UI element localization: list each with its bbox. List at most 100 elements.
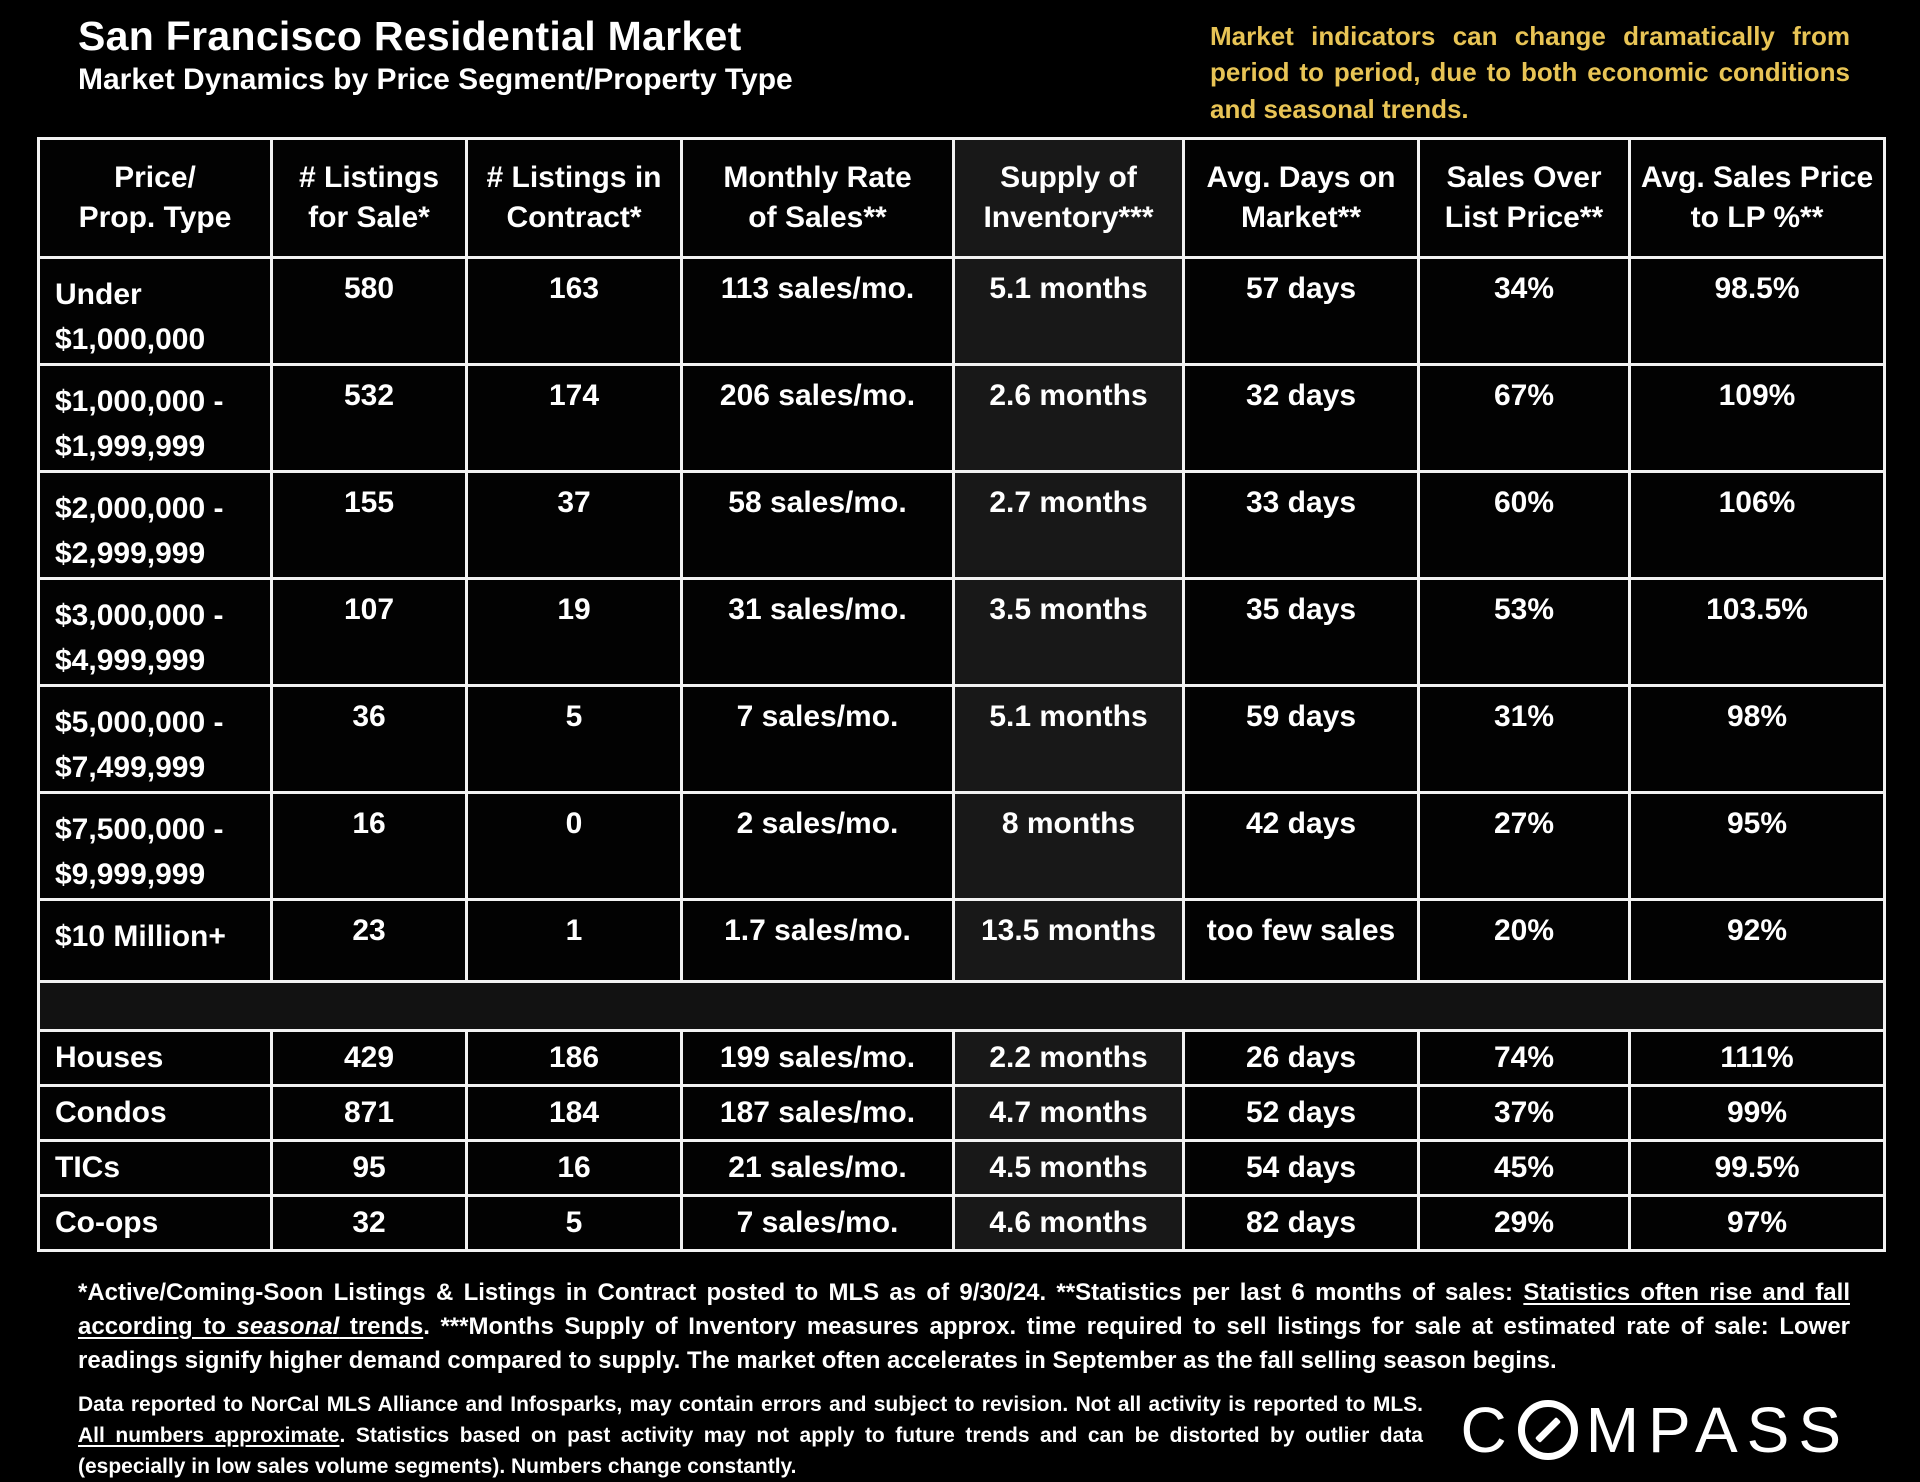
cell-supply: 2.7 months	[952, 470, 1185, 581]
col-header-days-on-market: Avg. Days on Market**	[1182, 137, 1420, 260]
table-row-7.5m-10m: $7,500,000 - $9,999,999 16 0 2 sales/mo. …	[37, 791, 1886, 902]
cell-monthly-rate: 206 sales/mo.	[680, 363, 955, 474]
cell-listings: 32	[270, 1194, 468, 1253]
row-label: $10 Million+	[37, 898, 273, 984]
cell-listings: 23	[270, 898, 468, 984]
footnote-underlined-phrase: Statistics often rise and fall according…	[78, 1279, 1850, 1341]
table-row-10m-plus: $10 Million+ 23 1 1.7 sales/mo. 13.5 mon…	[37, 898, 1886, 984]
cell-listings: 429	[270, 1029, 468, 1088]
col-header-listings-for-sale: # Listings for Sale*	[270, 137, 468, 260]
table-row-under-1m: Under $1,000,000 580 163 113 sales/mo. 5.…	[37, 256, 1886, 367]
row-label: Co-ops	[37, 1194, 273, 1253]
table-row-5m-7.5m: $5,000,000 - $7,499,999 36 5 7 sales/mo. …	[37, 684, 1886, 795]
cell-over-list: 29%	[1417, 1194, 1631, 1253]
row-label: $7,500,000 - $9,999,999	[37, 791, 273, 902]
section-divider-row	[37, 980, 1886, 1033]
cell-supply: 4.6 months	[952, 1194, 1185, 1253]
cell-in-contract: 5	[465, 684, 683, 795]
footnote-disclaimer: Data reported to NorCal MLS Alliance and…	[78, 1390, 1423, 1482]
cell-over-list: 74%	[1417, 1029, 1631, 1088]
row-label: TICs	[37, 1139, 273, 1198]
cell-monthly-rate: 113 sales/mo.	[680, 256, 955, 367]
header-line: of Sales**	[748, 201, 887, 235]
compass-logo-letter-c: C	[1460, 1394, 1516, 1467]
cell-listings: 95	[270, 1139, 468, 1198]
cell-over-list: 67%	[1417, 363, 1631, 474]
cell-days: 82 days	[1182, 1194, 1420, 1253]
cell-supply: 2.6 months	[952, 363, 1185, 474]
market-dynamics-table: Price/Prop. Type # Listings for Sale* # L…	[37, 137, 1886, 1253]
cell-days: too few sales	[1182, 898, 1420, 984]
cell-supply: 2.2 months	[952, 1029, 1185, 1088]
row-label: $5,000,000 - $7,499,999	[37, 684, 273, 795]
header-line: Price/	[114, 160, 196, 194]
cell-listings: 871	[270, 1084, 468, 1143]
page-subtitle: Market Dynamics by Price Segment/Propert…	[78, 62, 793, 96]
cell-supply: 4.5 months	[952, 1139, 1185, 1198]
cell-days: 59 days	[1182, 684, 1420, 795]
cell-days: 32 days	[1182, 363, 1420, 474]
cell-monthly-rate: 31 sales/mo.	[680, 577, 955, 688]
cell-days: 26 days	[1182, 1029, 1420, 1088]
row-label: Under $1,000,000	[37, 256, 273, 367]
cell-monthly-rate: 58 sales/mo.	[680, 470, 955, 581]
header-line: # Listings	[298, 160, 440, 194]
cell-monthly-rate: 21 sales/mo.	[680, 1139, 955, 1198]
cell-days: 33 days	[1182, 470, 1420, 581]
header-line: to LP %**	[1690, 201, 1824, 235]
col-header-sales-over-list: Sales Over List Price**	[1417, 137, 1631, 260]
cell-days: 42 days	[1182, 791, 1420, 902]
cell-listings: 532	[270, 363, 468, 474]
cell-days: 52 days	[1182, 1084, 1420, 1143]
table-row-coops: Co-ops 32 5 7 sales/mo. 4.6 months 82 da…	[37, 1194, 1886, 1253]
cell-supply: 13.5 months	[952, 898, 1185, 984]
col-header-price-prop-type: Price/Prop. Type	[37, 137, 273, 260]
table-row-condos: Condos 871 184 187 sales/mo. 4.7 months …	[37, 1084, 1886, 1143]
cell-supply: 3.5 months	[952, 577, 1185, 688]
table-header-row: Price/Prop. Type # Listings for Sale* # L…	[37, 137, 1886, 260]
cell-in-contract: 1	[465, 898, 683, 984]
cell-monthly-rate: 199 sales/mo.	[680, 1029, 955, 1088]
market-indicators-note: Market indicators can change dramaticall…	[1210, 21, 1850, 124]
cell-price-to-lp: 111%	[1628, 1029, 1886, 1088]
row-label: $1,000,000 - $1,999,999	[37, 363, 273, 474]
cell-supply: 8 months	[952, 791, 1185, 902]
cell-in-contract: 5	[465, 1194, 683, 1253]
cell-price-to-lp: 109%	[1628, 363, 1886, 474]
header-line: Supply of	[1000, 160, 1137, 194]
cell-in-contract: 0	[465, 791, 683, 902]
cell-listings: 16	[270, 791, 468, 902]
cell-price-to-lp: 103.5%	[1628, 577, 1886, 688]
cell-days: 57 days	[1182, 256, 1420, 367]
cell-in-contract: 184	[465, 1084, 683, 1143]
compass-logo-letters-mpass: MPASS	[1585, 1394, 1850, 1467]
cell-over-list: 27%	[1417, 791, 1631, 902]
header-line: Sales Over	[1446, 160, 1602, 194]
cell-over-list: 34%	[1417, 256, 1631, 367]
cell-supply: 5.1 months	[952, 684, 1185, 795]
cell-price-to-lp: 95%	[1628, 791, 1886, 902]
cell-monthly-rate: 7 sales/mo.	[680, 1194, 955, 1253]
table-row-2m-3m: $2,000,000 - $2,999,999 155 37 58 sales/m…	[37, 470, 1886, 581]
cell-listings: 155	[270, 470, 468, 581]
header-line: List Price**	[1444, 201, 1604, 235]
cell-over-list: 37%	[1417, 1084, 1631, 1143]
header-line: Prop. Type	[78, 201, 232, 235]
cell-monthly-rate: 187 sales/mo.	[680, 1084, 955, 1143]
cell-days: 54 days	[1182, 1139, 1420, 1198]
header-line: for Sale*	[308, 201, 430, 235]
table-row-1m-2m: $1,000,000 - $1,999,999 532 174 206 sales…	[37, 363, 1886, 474]
cell-over-list: 31%	[1417, 684, 1631, 795]
cell-monthly-rate: 7 sales/mo.	[680, 684, 955, 795]
cell-in-contract: 186	[465, 1029, 683, 1088]
row-label: $2,000,000 - $2,999,999	[37, 470, 273, 581]
cell-supply: 5.1 months	[952, 256, 1185, 367]
table-row-tics: TICs 95 16 21 sales/mo. 4.5 months 54 da…	[37, 1139, 1886, 1198]
cell-in-contract: 174	[465, 363, 683, 474]
row-label: $3,000,000 - $4,999,999	[37, 577, 273, 688]
cell-in-contract: 37	[465, 470, 683, 581]
cell-over-list: 20%	[1417, 898, 1631, 984]
cell-price-to-lp: 99%	[1628, 1084, 1886, 1143]
cell-price-to-lp: 92%	[1628, 898, 1886, 984]
col-header-listings-in-contract: # Listings in Contract*	[465, 137, 683, 260]
